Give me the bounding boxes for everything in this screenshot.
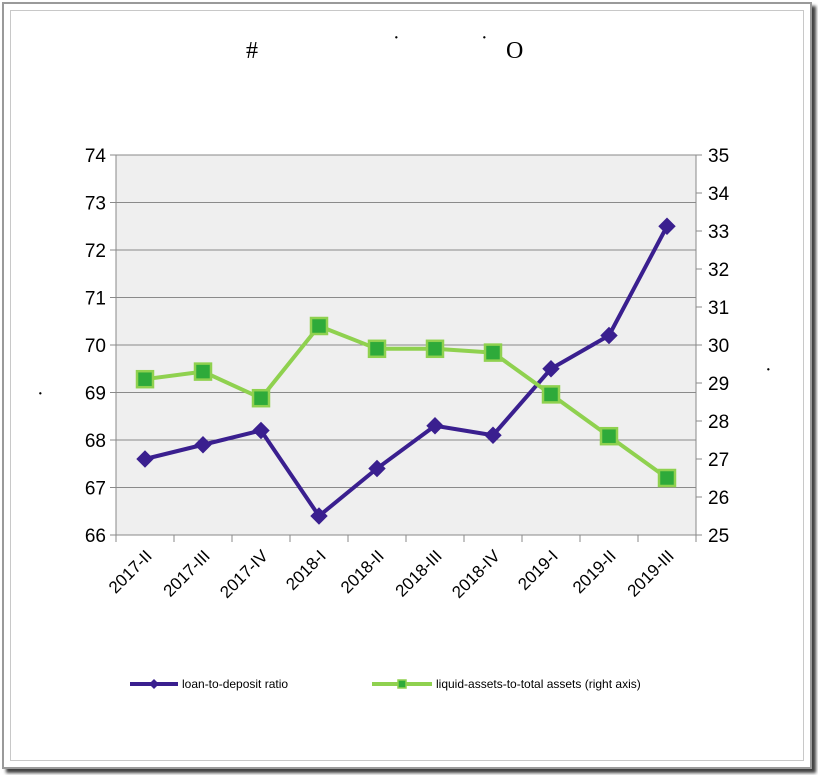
y-left-tick-label: 71 <box>85 289 106 310</box>
x-tick-label: 2018-I <box>282 546 330 594</box>
series-point <box>135 369 155 389</box>
side-dot-mark: · <box>765 359 772 381</box>
side-dot-mark: · <box>37 383 44 405</box>
title-dot-mark: · <box>393 27 400 49</box>
x-tick-label: 2017-II <box>105 546 156 597</box>
y-left-tick-label: 67 <box>85 479 106 500</box>
y-right-tick-label: 34 <box>708 184 730 205</box>
y-right-tick-label: 33 <box>708 222 729 243</box>
x-tick-label: 2018-IV <box>448 546 504 602</box>
title-dot-mark: · <box>481 27 488 49</box>
x-tick-label: 2017-IV <box>216 546 272 602</box>
legend: loan-to-deposit ratio liquid-assets-to-to… <box>130 677 641 691</box>
series-point <box>600 326 618 345</box>
y-left-tick-label: 72 <box>85 241 106 262</box>
y-left-tick-label: 73 <box>85 194 106 215</box>
series-line <box>144 324 669 480</box>
series-point <box>658 217 676 235</box>
series-group <box>135 217 677 525</box>
x-tick-label: 2018-II <box>337 546 388 597</box>
y-left-tick-label: 66 <box>85 526 106 547</box>
y-left-tick-label: 74 <box>85 146 107 167</box>
chart-frame-inner <box>10 10 804 761</box>
series-point <box>136 450 154 468</box>
series-point <box>310 507 328 525</box>
series-point <box>193 362 213 381</box>
y-right-tick-label: 25 <box>708 526 729 547</box>
y-right-tick-label: 32 <box>708 260 729 281</box>
legend-marker <box>397 679 407 689</box>
y-right-tick-label: 35 <box>708 146 729 167</box>
y-right-tick-label: 31 <box>708 298 729 319</box>
y-left-tick-label: 69 <box>85 384 106 405</box>
series-line <box>144 225 669 518</box>
x-tick-label: 2018-III <box>392 546 446 600</box>
y-left-tick-label: 68 <box>85 431 106 452</box>
series-point <box>194 436 212 454</box>
y-right-tick-label: 27 <box>708 450 729 471</box>
y-right-tick-label: 30 <box>708 336 729 357</box>
x-tick-label: 2017-III <box>160 546 214 600</box>
series-point <box>252 421 270 440</box>
series-point <box>484 426 502 444</box>
series-point <box>599 426 619 446</box>
y-right-tick-label: 26 <box>708 488 729 509</box>
series-point <box>251 388 271 408</box>
chart-title-right: O <box>506 38 523 64</box>
x-tick-label: 2019-III <box>624 546 678 600</box>
gridlines <box>116 154 696 536</box>
series-point <box>368 459 386 478</box>
series-point <box>483 343 503 362</box>
series-point <box>541 385 561 404</box>
legend-label: loan-to-deposit ratio <box>182 677 288 691</box>
series-point <box>425 339 445 359</box>
series-point <box>309 316 329 336</box>
y-right-tick-label: 29 <box>708 374 729 395</box>
y-left-tick-label: 70 <box>85 336 106 357</box>
y-right-tick-label: 28 <box>708 412 729 433</box>
series-point <box>657 468 677 488</box>
x-tick-label: 2019-I <box>514 546 562 594</box>
series-point <box>426 417 444 435</box>
series-point <box>367 339 387 359</box>
legend-label: liquid-assets-to-total assets (right axi… <box>436 677 641 691</box>
chart-title-left: # <box>246 38 258 64</box>
legend-marker <box>149 679 159 689</box>
x-tick-label: 2019-II <box>569 546 620 597</box>
series-point <box>542 360 560 378</box>
